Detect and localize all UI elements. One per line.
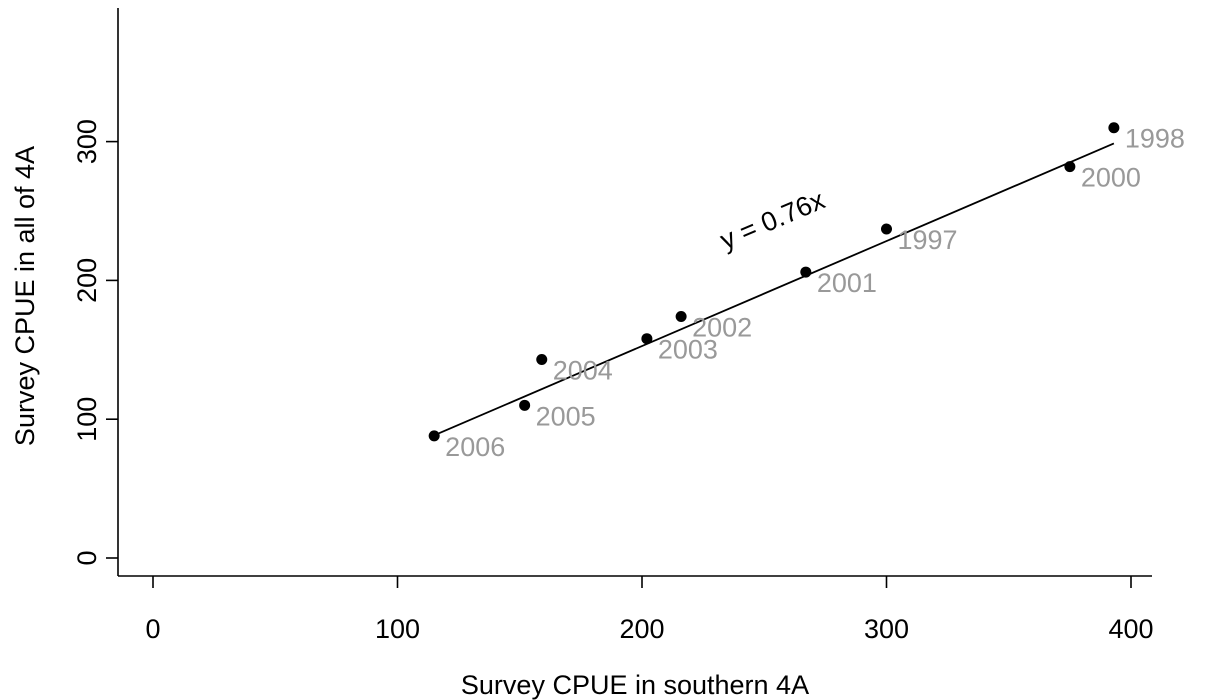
point-label-1997: 1997 [898,225,958,255]
y-tick-label: 300 [72,119,102,164]
data-point-2005 [519,399,531,411]
x-axis-title: Survey CPUE in southern 4A [461,670,809,700]
x-tick-label: 0 [145,614,160,644]
y-ticks: 0 100 200 300 [72,119,118,566]
data-point-2002 [675,310,687,322]
y-tick-label: 200 [72,258,102,303]
data-point-2001 [800,266,812,278]
data-point-1997 [881,223,892,235]
point-label-2003: 2003 [658,335,718,365]
point-label-2006: 2006 [445,432,505,462]
y-axis-title: Survey CPUE in all of 4A [10,146,40,446]
x-tick-label: 200 [619,614,664,644]
x-tick-label: 400 [1108,614,1153,644]
regression-equation: y = 0.76x [716,184,830,255]
point-label-1998: 1998 [1125,124,1185,154]
y-tick-label: 100 [72,397,102,442]
point-label-2001: 2001 [817,268,877,298]
point-label-2000: 2000 [1081,163,1141,193]
regression-line [433,142,1115,437]
x-ticks: 0 100 200 300 400 [145,576,1154,644]
axes [117,8,1152,577]
point-label-2005: 2005 [536,401,596,431]
data-point-2000 [1064,161,1076,173]
data-point-2003 [641,333,653,345]
y-tick-label: 0 [72,550,102,565]
data-point-1998 [1108,122,1120,134]
point-label-2004: 2004 [553,356,613,386]
x-tick-label: 100 [375,614,420,644]
x-tick-label: 300 [864,614,909,644]
data-point-2006 [428,430,440,442]
point-label-2002: 2002 [692,312,752,342]
data-point-2004 [536,354,548,366]
